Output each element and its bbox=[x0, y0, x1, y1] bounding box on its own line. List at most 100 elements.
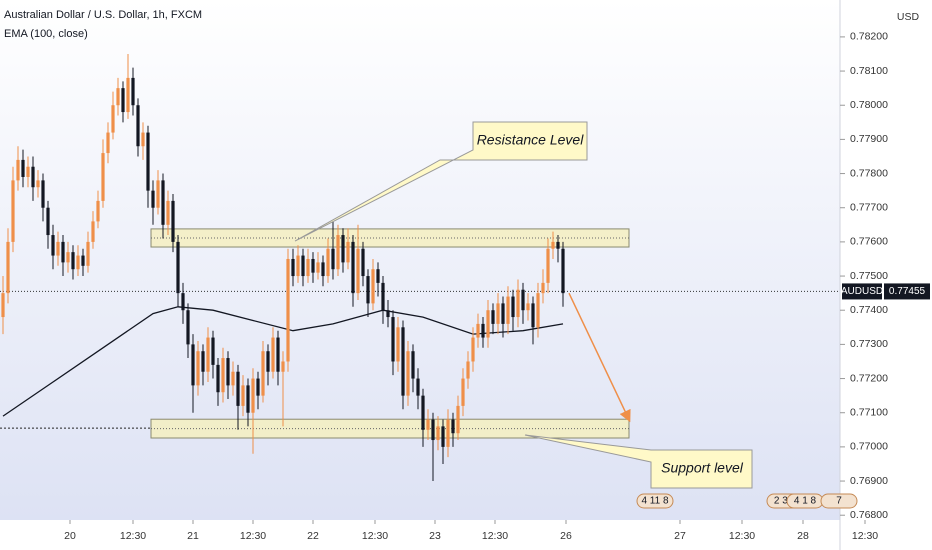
candle-body bbox=[221, 358, 225, 393]
candle-body bbox=[86, 241, 90, 266]
ema-line bbox=[2, 306, 564, 417]
candle-body bbox=[256, 378, 260, 396]
candle-body bbox=[161, 180, 165, 225]
symbol-label: AUDUSD bbox=[841, 286, 883, 297]
y-tick-label: 0.77900 bbox=[850, 133, 888, 145]
x-tick-label: 26 bbox=[560, 530, 572, 542]
event-label: 2 3 3 bbox=[774, 496, 797, 507]
candle-body bbox=[211, 337, 215, 365]
candle-body bbox=[236, 371, 240, 406]
candle-body bbox=[351, 241, 355, 294]
candle-body bbox=[266, 351, 270, 372]
candle-body bbox=[176, 241, 180, 294]
candle-body bbox=[561, 248, 565, 294]
candle-body bbox=[166, 200, 170, 225]
candle-body bbox=[81, 255, 85, 266]
candle-body bbox=[61, 241, 65, 263]
x-tick-label: 27 bbox=[674, 530, 686, 542]
x-tick-label: 12:30 bbox=[729, 530, 755, 542]
candle-body bbox=[96, 200, 100, 222]
candle-body bbox=[136, 105, 140, 147]
event-badge bbox=[636, 493, 674, 509]
candle-body bbox=[1, 293, 5, 318]
candle-body bbox=[321, 262, 325, 277]
candle-body bbox=[121, 88, 125, 113]
arrow bbox=[568, 292, 631, 423]
candle-body bbox=[251, 378, 255, 413]
candle-body bbox=[336, 235, 340, 270]
candle-body bbox=[541, 282, 545, 294]
y-tick-label: 0.77700 bbox=[850, 202, 888, 214]
y-tick-label: 0.77800 bbox=[850, 167, 888, 179]
candle-body bbox=[406, 351, 410, 396]
x-tick-label: 21 bbox=[187, 530, 199, 542]
candle-body bbox=[366, 276, 370, 304]
candle-body bbox=[346, 241, 350, 263]
candle-body bbox=[191, 344, 195, 386]
symbol-tag bbox=[842, 283, 882, 300]
y-tick-label: 0.77200 bbox=[850, 372, 888, 384]
y-tick-label: 0.77000 bbox=[850, 441, 888, 453]
candle-body bbox=[231, 371, 235, 386]
y-tick-label: 0.77400 bbox=[850, 304, 888, 316]
price-tag-box bbox=[884, 283, 930, 300]
y-tick-label: 0.77100 bbox=[850, 407, 888, 419]
candle-body bbox=[271, 337, 275, 372]
candle-body bbox=[31, 166, 35, 188]
candle-body bbox=[536, 293, 540, 328]
candle-body bbox=[216, 364, 220, 393]
x-tick-label: 20 bbox=[64, 530, 76, 542]
candle-body bbox=[426, 419, 430, 430]
price-tag-label: 0.77455 bbox=[889, 286, 926, 297]
candle-body bbox=[146, 132, 150, 191]
candle-body bbox=[71, 252, 75, 270]
event-badge bbox=[820, 493, 858, 509]
x-tick-label: 12:30 bbox=[482, 530, 508, 542]
candle-body bbox=[531, 303, 535, 328]
candle-body bbox=[111, 105, 115, 133]
candle-body bbox=[396, 327, 400, 362]
y-tick-label: 0.76800 bbox=[850, 509, 888, 521]
candle-body bbox=[496, 303, 500, 324]
candle-body bbox=[381, 282, 385, 311]
price-axis-background bbox=[840, 0, 932, 550]
event-label: 4 1 8 bbox=[794, 496, 817, 507]
candle-body bbox=[226, 358, 230, 386]
candle-body bbox=[391, 317, 395, 362]
candle-body bbox=[316, 262, 320, 273]
candle-body bbox=[491, 310, 495, 324]
candle-body bbox=[21, 159, 25, 177]
candle-body bbox=[201, 351, 205, 372]
candle-body bbox=[446, 419, 450, 447]
candle-body bbox=[116, 88, 120, 106]
time-axis-background bbox=[0, 520, 840, 550]
candle-body bbox=[506, 296, 510, 324]
candle-body bbox=[56, 241, 60, 256]
candle-body bbox=[246, 385, 250, 413]
callout-box bbox=[294, 121, 588, 242]
candle-body bbox=[76, 255, 80, 270]
candle-body bbox=[501, 303, 505, 324]
candle-body bbox=[371, 269, 375, 304]
candle-body bbox=[436, 426, 440, 441]
candle-body bbox=[26, 166, 30, 177]
y-tick-label: 0.76900 bbox=[850, 475, 888, 487]
candle-body bbox=[101, 153, 105, 201]
chart-title: Australian Dollar / U.S. Dollar, 1h, FXC… bbox=[4, 9, 202, 21]
candle-body bbox=[181, 293, 185, 311]
candle-body bbox=[456, 405, 460, 434]
callout-text: Resistance Level bbox=[477, 132, 585, 148]
candle-body bbox=[461, 378, 465, 406]
candle-body bbox=[241, 385, 245, 406]
candle-body bbox=[486, 310, 490, 338]
candle-body bbox=[526, 303, 530, 311]
candle-body bbox=[276, 337, 280, 372]
x-tick-label: 23 bbox=[429, 530, 441, 542]
x-tick-label: 28 bbox=[797, 530, 809, 542]
candle-body bbox=[431, 419, 435, 441]
candle-body bbox=[481, 323, 485, 338]
x-tick-label: 12:30 bbox=[120, 530, 146, 542]
candle-body bbox=[376, 269, 380, 283]
candle-body bbox=[126, 77, 130, 113]
